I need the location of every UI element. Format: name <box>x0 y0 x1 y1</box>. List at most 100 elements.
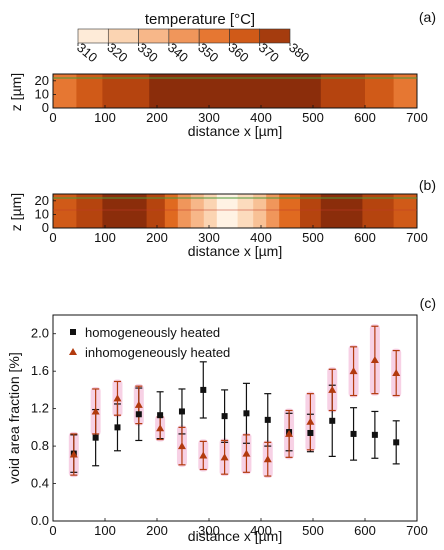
temperature-band <box>76 74 103 108</box>
homogeneous-point <box>178 408 185 415</box>
x-tick-label: 100 <box>94 230 116 245</box>
temperature-colorbar: temperature [°C] 310 320 330 340 350 360 370 38… <box>74 11 312 65</box>
panel-c-void-fraction-plot: (c) 0 100 200 300 400 500 600 700 0.0 0.4 0.8 1.2 1… <box>6 295 436 544</box>
x-tick-label: 500 <box>302 523 324 538</box>
x-tick-label: 0 <box>49 230 56 245</box>
inhomogeneous-point <box>69 450 78 458</box>
inhomogeneous-point <box>199 451 208 459</box>
y-tick-label: 20 <box>35 193 49 208</box>
x-tick-label: 700 <box>406 230 428 245</box>
colorbar-cell <box>259 28 291 44</box>
homogeneous-point <box>329 417 336 424</box>
inhomogeneous-point <box>242 449 251 457</box>
x-tick-label: 300 <box>198 110 220 125</box>
x-tick-label: 600 <box>354 230 376 245</box>
y-tick-label: 2.0 <box>31 326 49 341</box>
homogeneous-point <box>264 416 271 423</box>
homogeneous-point <box>221 413 228 420</box>
legend-label-inhomogeneous: inhomogeneously heated <box>85 345 230 360</box>
temperature-band <box>216 194 239 228</box>
temperature-band <box>237 194 254 228</box>
x-tick-label: 200 <box>146 110 168 125</box>
temperature-band <box>177 194 192 228</box>
legend-label-homogeneous: homogeneously heated <box>85 325 220 340</box>
inhomogeneous-point <box>370 355 379 363</box>
x-tick-label: 0 <box>49 523 56 538</box>
temperature-band <box>266 194 280 228</box>
homogeneous-point <box>243 410 250 417</box>
inhomogeneous-point <box>263 455 272 463</box>
panel-c-frame <box>52 314 418 522</box>
inhomogeneous-point <box>285 429 294 437</box>
x-tick-label: 200 <box>146 230 168 245</box>
x-tick-label: 300 <box>198 523 220 538</box>
panel-b-frame <box>52 193 418 229</box>
homogeneous-point <box>114 424 121 431</box>
y-tick-label: 0.0 <box>31 513 49 528</box>
inhomogeneous-point <box>177 442 186 450</box>
panel-a-frame <box>52 73 418 109</box>
y-tick-label: 0.4 <box>31 476 49 491</box>
y-tick-label: 1.2 <box>31 401 49 416</box>
temperature-band <box>146 194 166 228</box>
legend-triangle-marker <box>69 348 77 355</box>
legend-square-marker <box>70 329 76 335</box>
inhomogeneous-point <box>306 417 315 425</box>
temperature-band <box>393 74 418 108</box>
x-tick-label: 200 <box>146 523 168 538</box>
temperature-band <box>365 74 395 108</box>
x-tick-label: 300 <box>198 230 220 245</box>
temperature-band <box>190 194 205 228</box>
x-tick-label: 500 <box>302 230 324 245</box>
panel-c-label: (c) <box>420 295 436 311</box>
temperature-band <box>53 74 77 108</box>
inhomogeneous-point <box>134 400 143 408</box>
x-tick-label: 100 <box>94 523 116 538</box>
y-tick-label: 0.8 <box>31 438 49 453</box>
homogeneous-point <box>350 430 357 437</box>
temperature-band <box>300 194 322 228</box>
homogeneous-point <box>307 429 314 436</box>
y-tick-label: 10 <box>35 86 49 101</box>
temperature-band <box>279 194 301 228</box>
inhomogeneous-point <box>113 394 122 402</box>
panel-c-xlabel: distance x [µm] <box>188 528 282 544</box>
homogeneous-point <box>200 386 207 393</box>
homogeneous-point <box>371 431 378 438</box>
homogeneous-point <box>92 434 99 441</box>
panel-b-label: (b) <box>419 177 436 193</box>
temperature-band <box>393 194 418 228</box>
panel-c-ylabel: void area fraction [%] <box>6 352 22 484</box>
x-tick-label: 400 <box>250 230 272 245</box>
temperature-band <box>320 74 366 108</box>
x-tick-label: 700 <box>406 523 428 538</box>
x-tick-label: 400 <box>250 523 272 538</box>
homogeneous-point <box>135 411 142 418</box>
y-tick-label: 0 <box>42 220 49 235</box>
inhomogeneous-point <box>328 385 337 393</box>
panel-b-xlabel: distance x [µm] <box>188 243 282 259</box>
temperature-band <box>149 74 322 108</box>
y-tick-label: 10 <box>35 206 49 221</box>
x-tick-label: 600 <box>354 110 376 125</box>
temperature-band <box>53 194 77 228</box>
colorbar-title: temperature [°C] <box>145 11 255 28</box>
temperature-band <box>102 194 148 228</box>
inhomogeneous-point <box>156 424 165 432</box>
x-tick-label: 700 <box>406 110 428 125</box>
temperature-band <box>362 194 395 228</box>
x-tick-label: 500 <box>302 110 324 125</box>
temperature-band <box>203 194 218 228</box>
temperature-band <box>320 194 363 228</box>
panel-c-legend: homogeneously heated inhomogeneously heat… <box>69 325 230 360</box>
homogeneous-point <box>393 439 400 446</box>
x-tick-label: 400 <box>250 110 272 125</box>
panel-a-label: (a) <box>419 9 436 25</box>
temperature-band <box>253 194 267 228</box>
y-tick-label: 20 <box>35 73 49 88</box>
y-tick-label: 0 <box>42 100 49 115</box>
temperature-band <box>76 194 103 228</box>
